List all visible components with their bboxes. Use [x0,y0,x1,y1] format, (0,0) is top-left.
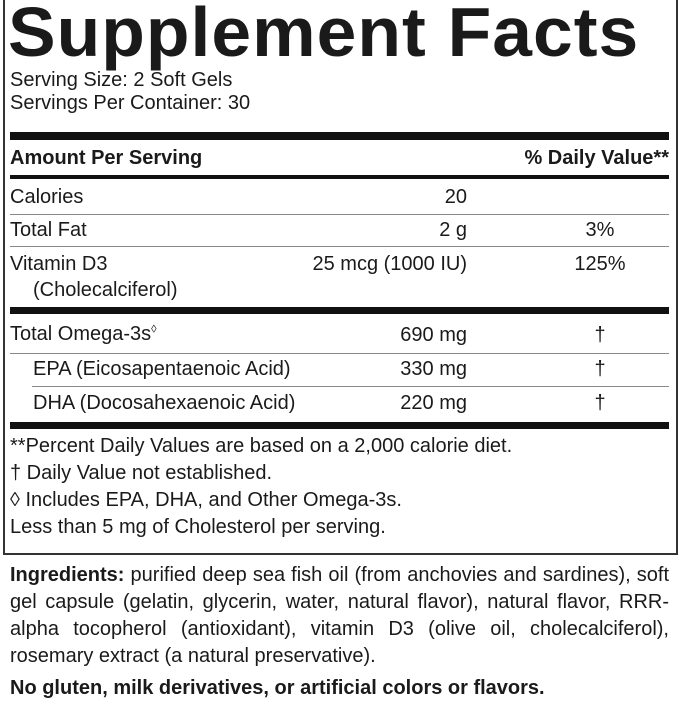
row-divider [10,353,669,354]
divider-medium [10,175,669,179]
row-divider [10,246,669,247]
amount-per-serving-header: Amount Per Serving [10,147,203,169]
nutrient-dv: † [594,324,606,346]
nutrient-amount: 25 mcg (1000 IU) [312,253,467,275]
footnote-daily-values: **Percent Daily Values are based on a 2,… [10,435,513,457]
nutrient-name-text: Total Omega-3s [10,323,152,345]
serving-size: Serving Size: 2 Soft Gels [10,69,233,91]
allergen-statement: No gluten, milk derivatives, or artifici… [10,677,545,699]
nutrient-amount: 2 g [439,219,467,241]
nutrient-name: Total Fat [10,219,87,241]
nutrient-dv: 125% [574,253,626,275]
nutrient-subname: (Cholecalciferol) [33,279,178,301]
footnote-cholesterol: Less than 5 mg of Cholesterol per servin… [10,516,386,538]
servings-per-container: Servings Per Container: 30 [10,92,251,114]
nutrient-name: DHA (Docosahexaenoic Acid) [33,392,296,414]
nutrient-name: EPA (Eicosapentaenoic Acid) [33,358,291,380]
ingredients-label: Ingredients: [10,564,125,586]
nutrient-amount: 330 mg [400,358,467,380]
omega-footnote-mark: ◊ [151,323,157,336]
nutrient-dv: † [594,358,606,380]
ingredients-text: purified deep sea fish oil (from anchovi… [10,564,669,667]
nutrient-name: Calories [10,186,84,208]
nutrient-amount: 220 mg [400,392,467,414]
row-divider [32,386,669,387]
divider-thick [10,132,669,140]
divider-thick [10,422,669,429]
row-divider [10,214,669,215]
nutrient-dv: 3% [585,219,615,241]
supplement-facts-panel [3,0,678,555]
ingredients: Ingredients: purified deep sea fish oil … [10,562,669,670]
nutrient-amount: 690 mg [400,324,467,346]
nutrient-name: Vitamin D3 [10,253,108,275]
nutrient-amount: 20 [444,186,467,208]
nutrient-name: Total Omega-3s◊ [10,323,157,346]
nutrient-dv: † [594,392,606,414]
footnote-omega: ◊ Includes EPA, DHA, and Other Omega-3s. [10,489,402,511]
daily-value-header: % Daily Value** [524,147,669,169]
footnote-dagger: † Daily Value not established. [10,462,273,484]
panel-title: Supplement Facts [8,0,640,71]
divider-thick [10,307,669,314]
